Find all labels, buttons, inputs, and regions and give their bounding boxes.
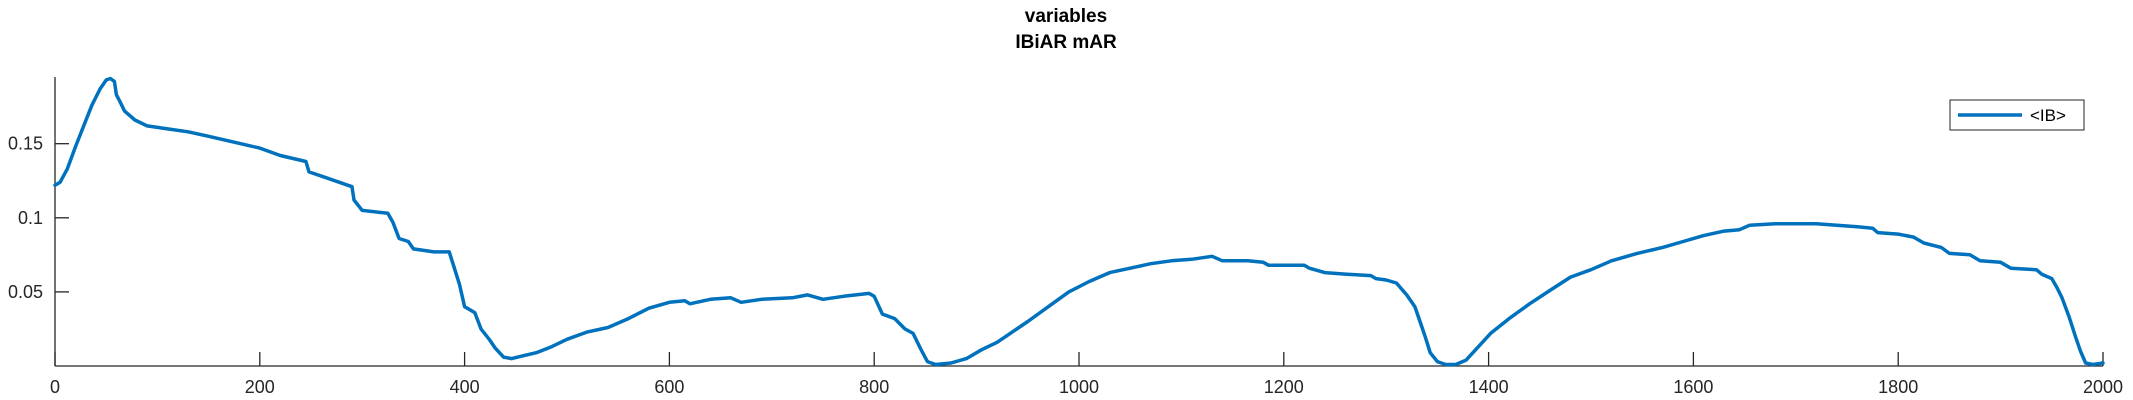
x-tick-label: 600 xyxy=(654,377,684,397)
plot-area: 0 200 400 600 800 1000 1200 1400 1600 1800 2000 0.… xyxy=(8,76,2123,397)
x-tick-label: 1600 xyxy=(1673,377,1713,397)
x-tick-label: 1000 xyxy=(1059,377,1099,397)
x-tick-label: 1400 xyxy=(1469,377,1509,397)
x-tick-label: 200 xyxy=(245,377,275,397)
x-ticks: 0 200 400 600 800 1000 1200 1400 1600 1800 2000 xyxy=(50,352,2123,397)
x-tick-label: 1200 xyxy=(1264,377,1304,397)
x-tick-label: 0 xyxy=(50,377,60,397)
legend: <IB> xyxy=(1949,99,2085,131)
legend-label: <IB> xyxy=(2030,106,2066,125)
x-tick-label: 800 xyxy=(859,377,889,397)
series-layer xyxy=(53,76,2105,367)
y-tick-label: 0.05 xyxy=(8,282,43,302)
y-ticks: 0.05 0.1 0.15 xyxy=(8,134,69,302)
x-tick-label: 1800 xyxy=(1878,377,1918,397)
chart-title: variables xyxy=(1025,6,1107,27)
series-line-0 xyxy=(53,76,2105,367)
y-tick-label: 0.15 xyxy=(8,134,43,154)
chart-subtitle: IBiAR mAR xyxy=(1015,32,1117,53)
x-tick-label: 2000 xyxy=(2083,377,2123,397)
y-tick-label: 0.1 xyxy=(18,208,43,228)
x-tick-label: 400 xyxy=(450,377,480,397)
